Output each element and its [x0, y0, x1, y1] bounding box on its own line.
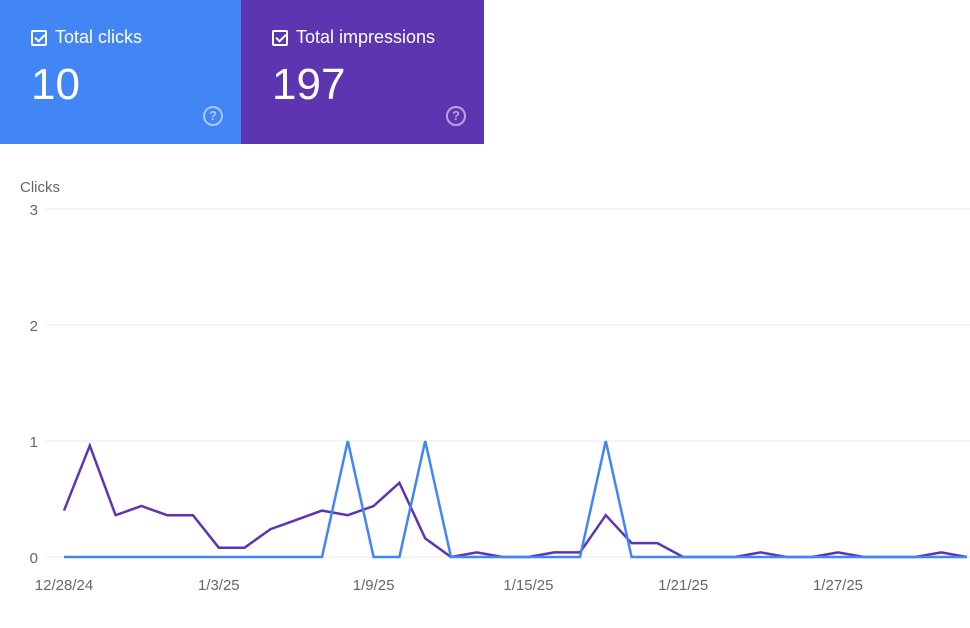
total-impressions-value: 197: [272, 60, 346, 109]
total-clicks-value: 10: [31, 60, 80, 109]
help-icon[interactable]: ?: [446, 106, 466, 126]
x-tick-label: 1/9/25: [353, 577, 395, 594]
total-clicks-card[interactable]: Total clicks 10 ?: [0, 0, 241, 144]
y-tick-label: 3: [30, 202, 38, 219]
x-tick-label: 1/15/25: [503, 577, 553, 594]
y-tick-label: 1: [30, 434, 38, 451]
total-impressions-label: Total impressions: [296, 27, 436, 47]
y-axis-label: Clicks: [20, 179, 60, 196]
x-tick-label: 1/3/25: [198, 577, 240, 594]
total-clicks-header: Total clicks: [31, 27, 142, 48]
x-tick-label: 1/21/25: [658, 577, 708, 594]
total-impressions-header: Total impressions: [272, 27, 435, 48]
y-tick-label: 0: [30, 550, 38, 567]
x-tick-label: 1/27/25: [813, 577, 863, 594]
x-tick-label: 12/28/24: [35, 577, 93, 594]
series-line-clicks[interactable]: [64, 440, 967, 559]
y-tick-label: 2: [30, 318, 38, 335]
total-impressions-card[interactable]: Total impressions 197 ?: [241, 0, 484, 144]
checkbox-checked-icon[interactable]: [31, 29, 47, 46]
checkbox-checked-icon[interactable]: [272, 29, 288, 46]
series-line-impressions[interactable]: [62, 442, 968, 559]
help-icon[interactable]: ?: [203, 106, 223, 126]
total-clicks-label: Total clicks: [55, 27, 143, 47]
